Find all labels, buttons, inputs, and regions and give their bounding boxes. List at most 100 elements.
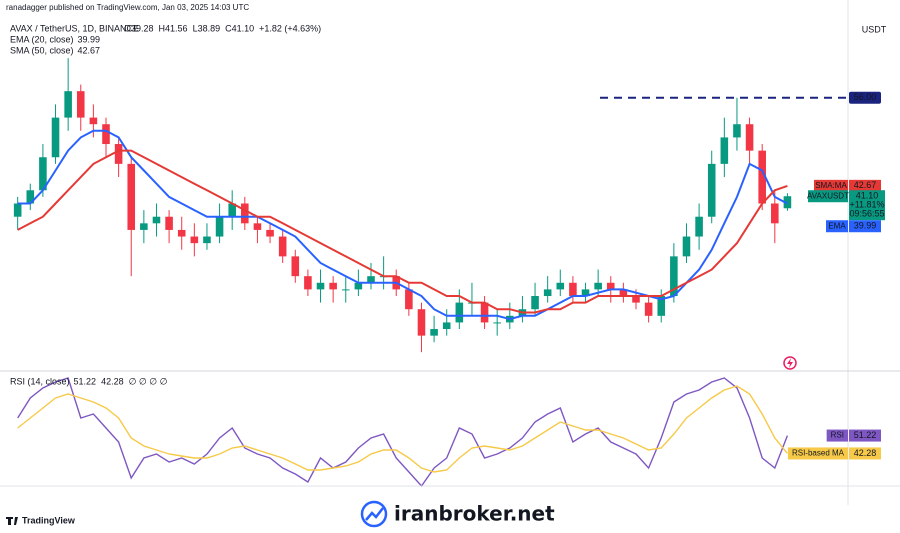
candle-body <box>720 137 729 164</box>
rsi-tag: RSI-based MA <box>792 449 845 458</box>
candle-body <box>228 203 236 217</box>
candle-body <box>707 163 716 217</box>
candle-body <box>278 236 287 257</box>
legend-name: SMA (50, close) <box>10 45 74 55</box>
brand: TradingView <box>6 515 76 525</box>
rsi-line <box>17 385 788 473</box>
candle-body <box>51 117 60 158</box>
candle-body <box>480 302 489 323</box>
brand-text: TradingView <box>22 515 76 525</box>
rsi-legend-value: 42.28 <box>101 376 124 386</box>
rsi-value: 51.22 <box>854 430 877 440</box>
rsi-tag-bg <box>826 429 848 442</box>
countdown: 09:56:55 <box>849 209 884 219</box>
price-labels: 56.00 SMA:MA 42.67 AVAXUSDT 41.10+11.81%09:5… <box>787 91 885 460</box>
candle-body <box>758 150 766 204</box>
candle-body <box>241 203 249 224</box>
level-label-bg <box>849 91 881 104</box>
unit: USDT <box>862 24 887 34</box>
alert-icon[interactable] <box>783 356 797 370</box>
plot <box>13 58 848 488</box>
candle-body <box>341 289 350 291</box>
legend-name: EMA (20, close) <box>10 34 74 44</box>
last-price: 41.10 <box>856 191 879 201</box>
ohlc-value: +1.82 (+4.63%) <box>259 23 321 33</box>
candle-body <box>177 229 186 237</box>
tag-bg <box>814 179 848 192</box>
watermark: iranbroker.net <box>355 497 555 531</box>
candle-body <box>783 196 792 209</box>
ohlc-value: C41.10 <box>225 23 254 33</box>
candle-body <box>543 289 552 296</box>
rsi-legend-value: 51.22 <box>74 376 97 386</box>
ohlc-legend: O39.28 H41.56 L38.89 C41.10 +1.82 (+4.63%) <box>124 23 321 33</box>
candle-body <box>430 329 438 336</box>
candle-body <box>39 157 47 191</box>
candle-body <box>203 236 211 244</box>
rsi-extras: ∅ ∅ ∅ ∅ <box>129 376 168 386</box>
candle-body <box>354 282 363 290</box>
candle-body <box>594 282 602 290</box>
legend-value: 42.67 <box>78 45 101 55</box>
candle-body <box>493 322 501 324</box>
tag-value-bg <box>849 179 881 192</box>
candle-body <box>76 91 85 118</box>
candle-body <box>733 124 741 138</box>
candle-body <box>329 282 337 290</box>
tag-value: 42.67 <box>854 180 877 190</box>
rsi-value-bg <box>849 429 881 442</box>
candle-body <box>682 236 691 257</box>
candle-body <box>190 236 199 244</box>
candle-body <box>114 144 123 164</box>
candle-body <box>771 203 779 224</box>
candle-body <box>165 216 173 230</box>
tag-name: SMA:MA <box>815 181 847 190</box>
ohlc-value: O39.28 <box>124 23 154 33</box>
symbol: AVAX / TetherUS, 1D, BINANCE <box>10 23 139 33</box>
published: ranadagger published on TradingView.com,… <box>6 3 249 12</box>
candle-body <box>13 203 22 217</box>
rsi-tag-bg <box>787 447 848 460</box>
candle-body <box>152 216 161 224</box>
candle-body <box>644 302 653 316</box>
candle-body <box>745 124 754 151</box>
candle-body <box>102 124 110 145</box>
candle-body <box>670 256 678 296</box>
candle-body <box>695 216 703 237</box>
watermark-text: iranbroker.net <box>394 502 555 526</box>
candle-body <box>405 289 413 310</box>
overlay-line <box>17 149 788 314</box>
candle-body <box>266 229 274 237</box>
ohlc-value: L38.89 <box>193 23 221 33</box>
tag-value-bg <box>849 220 881 233</box>
candle-body <box>455 302 464 323</box>
candle-body <box>442 322 451 330</box>
last-price-bg <box>849 190 885 221</box>
candle-body <box>367 276 375 283</box>
candle-body <box>64 91 72 118</box>
candle-body <box>606 282 615 290</box>
candle-body <box>291 256 300 277</box>
rsi-tag: RSI <box>831 431 844 440</box>
candle-body <box>556 282 565 290</box>
level-label: 56.00 <box>854 92 877 102</box>
candle-body <box>632 296 640 303</box>
tag-bg <box>826 220 848 233</box>
rsi-line <box>17 377 789 488</box>
candle-body <box>581 289 590 296</box>
legend: EMA (20, close) 39.99 SMA (50, close) 42.67… <box>10 34 168 386</box>
rsi-title: RSI (14, close) <box>10 376 70 386</box>
last-tag-bg <box>808 190 848 203</box>
candle-body <box>569 282 577 296</box>
candle-body <box>140 223 148 230</box>
candle-body <box>316 282 325 290</box>
candle-body <box>215 216 224 237</box>
candle-body <box>531 296 539 310</box>
last-tag: AVAXUSDT <box>807 191 849 200</box>
last-change: +11.81% <box>849 200 884 210</box>
candle-body <box>127 163 136 230</box>
candle-body <box>657 296 666 316</box>
tag-name: EMA <box>828 221 846 230</box>
